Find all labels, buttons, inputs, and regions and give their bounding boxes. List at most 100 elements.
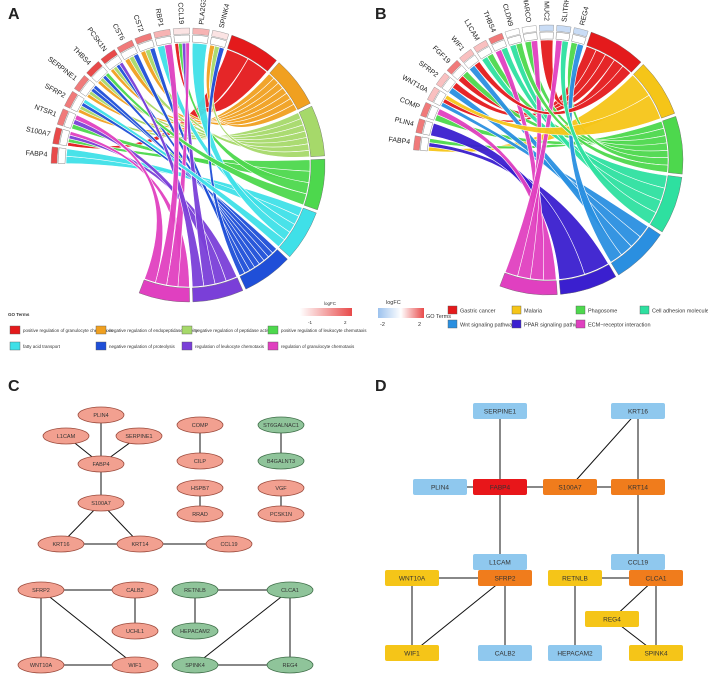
node-box: [548, 645, 602, 661]
node-ellipse: [171, 622, 219, 640]
network-node[interactable]: WIF1: [385, 645, 439, 661]
network-node[interactable]: ST6GALNAC1: [257, 416, 305, 434]
network-node[interactable]: PCSK1N: [257, 505, 305, 523]
network-node[interactable]: REG4: [266, 656, 314, 674]
network-node[interactable]: PLIN4: [413, 479, 467, 495]
panel-label-c: C: [8, 378, 20, 395]
network-node[interactable]: WNT10A: [385, 570, 439, 586]
gene-sector: [539, 31, 554, 40]
node-label: CCL19: [628, 560, 649, 567]
chord-ribbon: [74, 114, 163, 283]
network-node[interactable]: PLIN4: [77, 406, 125, 424]
network-node[interactable]: CALB2: [478, 645, 532, 661]
chord-ribbon: [494, 49, 544, 281]
network-node[interactable]: FABP4: [473, 479, 527, 495]
network-node[interactable]: L1CAM: [42, 427, 90, 445]
gene-sector: [105, 55, 123, 71]
node-label: SPINK4: [185, 663, 205, 669]
logfc-gradient: [378, 308, 424, 318]
node-ellipse: [77, 455, 125, 473]
chord-ribbon: [65, 148, 300, 225]
legend-label: positive regulation of granulocyte chemo…: [23, 328, 114, 333]
node-ellipse: [111, 656, 159, 674]
network-node[interactable]: WNT10A: [17, 656, 65, 674]
network-node[interactable]: SFRP2: [17, 581, 65, 599]
node-box: [629, 645, 683, 661]
node-ellipse: [17, 656, 65, 674]
network-node[interactable]: SPINK4: [629, 645, 683, 661]
network-node[interactable]: HEPACAM2: [171, 622, 219, 640]
gene-sector: [63, 111, 77, 129]
logfc-legend-b: logFC -2 2: [378, 300, 424, 328]
network-node[interactable]: RRAD: [176, 505, 224, 523]
gene-label: THBS4: [481, 10, 496, 34]
network-node[interactable]: S100A7: [77, 494, 125, 512]
network-node[interactable]: CLCA1: [266, 581, 314, 599]
chord-ribbon: [105, 72, 307, 206]
term-sector: [279, 207, 317, 258]
network-node[interactable]: KRT16: [37, 535, 85, 553]
network-node[interactable]: L1CAM: [473, 554, 527, 570]
gene-label: SFRP2: [43, 83, 66, 100]
logfc-title: logFC: [386, 300, 401, 306]
network-node[interactable]: UCHL1: [111, 622, 159, 640]
node-ellipse: [257, 479, 305, 497]
network-node[interactable]: REG4: [585, 611, 639, 627]
node-label: WIF1: [128, 663, 141, 669]
gene-sector: [137, 39, 155, 52]
network-node[interactable]: CLCA1: [629, 570, 683, 586]
term-sector: [662, 116, 684, 175]
network-node[interactable]: CCL19: [205, 535, 253, 553]
term-sector: [586, 31, 642, 73]
network-node[interactable]: FABP4: [77, 455, 125, 473]
chord-ribbons: [428, 39, 669, 281]
network-node[interactable]: SERPINE1: [473, 403, 527, 419]
go-legend-b: GO Terms Gastric cancer Malaria Phagosome Ce…: [426, 305, 708, 329]
chord-ribbon: [118, 61, 205, 288]
chord-ribbon: [207, 46, 246, 276]
logfc-gradient: [300, 308, 352, 316]
node-box: [478, 645, 532, 661]
network-node[interactable]: SPINK4: [171, 656, 219, 674]
node-label: HSPB7: [191, 486, 209, 492]
network-node[interactable]: SFRP2: [478, 570, 532, 586]
network-node[interactable]: WIF1: [111, 656, 159, 674]
go-legend-a: GO Terms positive regulation of granulocy…: [8, 312, 367, 351]
node-label: WNT10A: [399, 576, 426, 583]
legend-label: Gastric cancer: [460, 309, 496, 315]
network-node[interactable]: B4GALNT3: [257, 452, 305, 470]
network-node[interactable]: CALB2: [111, 581, 159, 599]
network-node[interactable]: CILP: [176, 452, 224, 470]
node-label: PCSK1N: [270, 512, 292, 518]
logfc-band: [539, 24, 554, 32]
gene-label: L1CAM: [462, 18, 480, 42]
node-box: [385, 570, 439, 586]
network-node[interactable]: KRT14: [611, 479, 665, 495]
node-ellipse: [176, 505, 224, 523]
network-node[interactable]: RETNLB: [548, 570, 602, 586]
legend-label: regulation of granulocyte chemotaxis: [281, 344, 355, 349]
network-node[interactable]: SERPINE1: [115, 427, 163, 445]
gene-label: WIF1: [449, 35, 465, 53]
network-node[interactable]: HEPACAM2: [548, 645, 602, 661]
go-title: GO Terms: [426, 314, 451, 320]
node-label: COMP: [192, 423, 209, 429]
network-node[interactable]: CCL19: [611, 554, 665, 570]
network-node[interactable]: COMP: [176, 416, 224, 434]
logfc-band: [116, 39, 135, 54]
legend-swatch: [181, 341, 193, 351]
gene-label: WNT10A: [401, 74, 429, 94]
network-node[interactable]: RETNLB: [171, 581, 219, 599]
network-node[interactable]: S100A7: [543, 479, 597, 495]
network-node[interactable]: KRT16: [611, 403, 665, 419]
gene-label: SFRP2: [417, 60, 439, 79]
logfc-band: [153, 28, 171, 39]
network-node[interactable]: KRT14: [116, 535, 164, 553]
node-label: CCL19: [220, 542, 237, 548]
logfc-band: [473, 39, 489, 53]
network-node[interactable]: HSPB7: [176, 479, 224, 497]
gene-label: MARCO: [521, 0, 532, 23]
network-node[interactable]: VGF: [257, 479, 305, 497]
legend-swatch: [447, 319, 458, 329]
